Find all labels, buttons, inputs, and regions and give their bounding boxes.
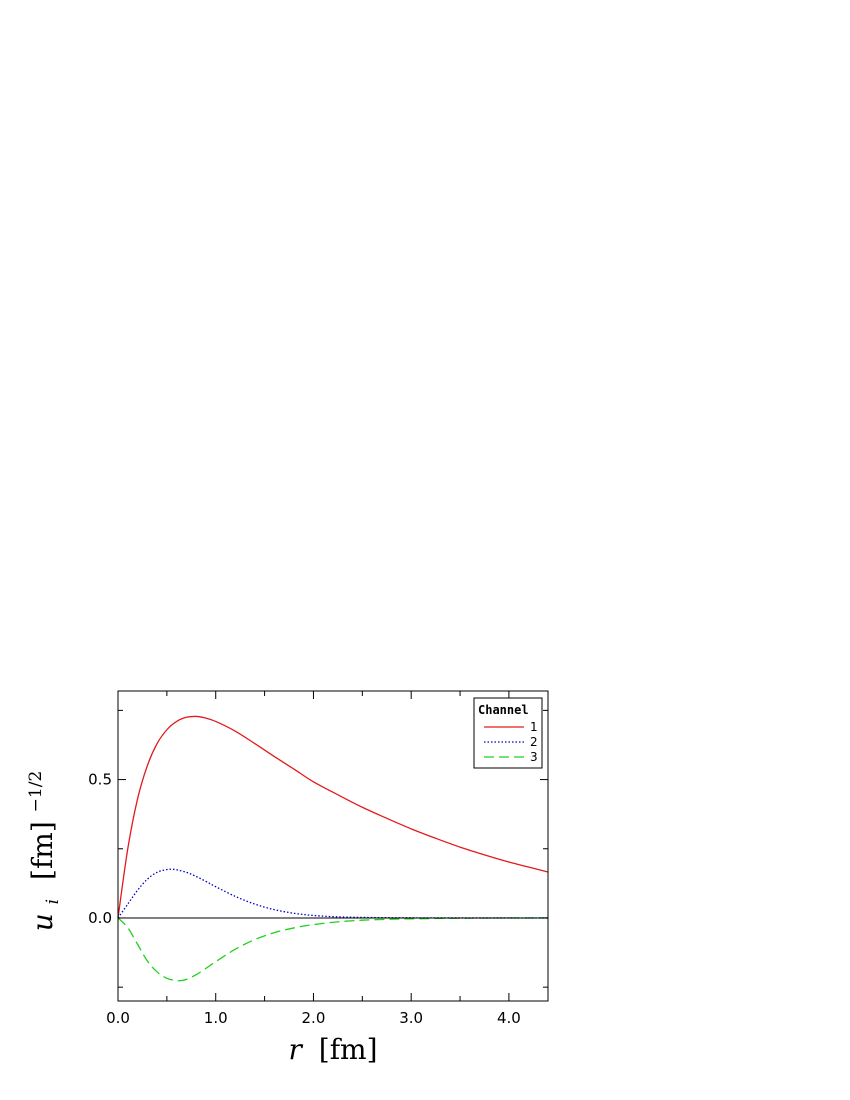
legend-label-channel-3: 3 [530, 750, 538, 764]
tick-labels-layer: 0.0 1.0 2.0 3.0 4.0 0.0 0.5 [88, 771, 521, 1027]
x-tick-label: 3.0 [399, 1009, 423, 1027]
y-axis-unit: [fm] [26, 821, 59, 880]
plot-frame [117, 690, 549, 1002]
x-axis-symbol: r [288, 1033, 303, 1066]
x-tick-label: 0.0 [106, 1009, 130, 1027]
x-tick-label: 4.0 [497, 1009, 521, 1027]
y-axis-label: u i [fm] −1/2 [26, 771, 65, 932]
series-line-channel-1 [117, 715, 549, 919]
legend-box [473, 697, 543, 769]
y-tick-label: 0.5 [88, 771, 112, 789]
legend: Channel 123 [473, 697, 543, 769]
x-axis-label: r [fm] [288, 1033, 377, 1066]
y-axis-subscript: i [43, 899, 63, 904]
y-axis-symbol: u [26, 913, 59, 931]
legend-label-channel-2: 2 [530, 735, 538, 749]
ticks-layer [117, 691, 548, 1001]
x-axis-unit: [fm] [319, 1033, 378, 1066]
y-tick-label: 0.0 [88, 909, 112, 927]
legend-label-channel-1: 1 [530, 720, 538, 734]
series-line-channel-2 [117, 868, 549, 919]
y-axis-superscript: −1/2 [26, 771, 46, 813]
series-line-channel-3 [117, 917, 549, 982]
x-tick-label: 2.0 [302, 1009, 326, 1027]
legend-entries: 123 [484, 720, 538, 764]
x-tick-label: 1.0 [204, 1009, 228, 1027]
legend-title: Channel [478, 703, 529, 717]
